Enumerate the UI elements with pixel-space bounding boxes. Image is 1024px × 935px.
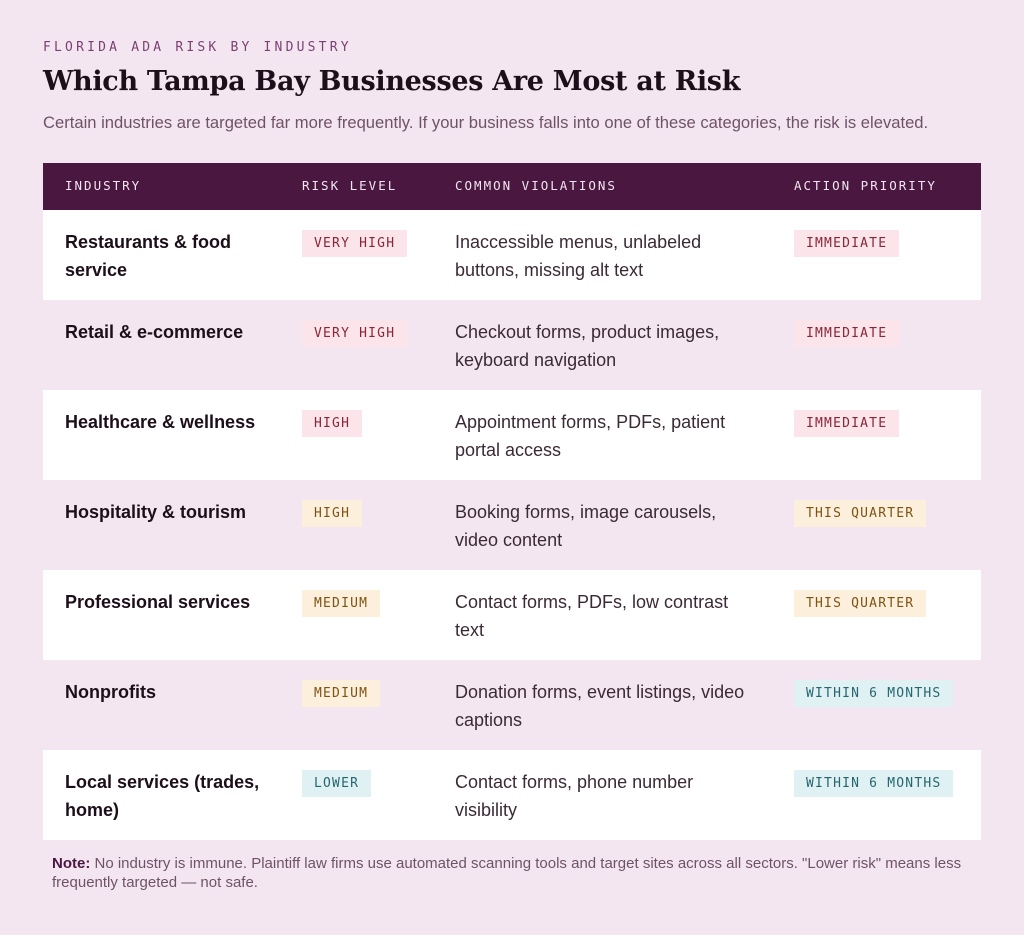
industry-name: Hospitality & tourism bbox=[65, 502, 247, 522]
page-title: Which Tampa Bay Businesses Are Most at R… bbox=[43, 66, 741, 97]
table-row: Local services (trades, home) LOWER Cont… bbox=[43, 750, 981, 840]
action-priority-badge: IMMEDIATE bbox=[794, 320, 900, 347]
header-industry: INDUSTRY bbox=[65, 178, 142, 193]
header-common-violations: COMMON VIOLATIONS bbox=[455, 178, 617, 193]
table-row: Healthcare & wellness HIGH Appointment f… bbox=[43, 390, 981, 480]
industry-name: Professional services bbox=[65, 592, 251, 612]
table-row: Professional services MEDIUM Contact for… bbox=[43, 570, 981, 660]
action-priority-badge: IMMEDIATE bbox=[794, 230, 900, 257]
industry-name: Healthcare & wellness bbox=[65, 412, 256, 432]
note-text: No industry is immune. Plaintiff law fir… bbox=[52, 855, 962, 891]
action-priority-badge: THIS QUARTER bbox=[794, 500, 927, 527]
common-violations: Donation forms, event listings, video ca… bbox=[455, 682, 745, 730]
action-priority-badge: THIS QUARTER bbox=[794, 590, 927, 617]
industry-name: Nonprofits bbox=[65, 682, 156, 702]
common-violations: Contact forms, phone number visibility bbox=[455, 772, 694, 820]
header-action-priority: ACTION PRIORITY bbox=[794, 178, 937, 193]
action-priority-badge: IMMEDIATE bbox=[794, 410, 900, 437]
table-row: Nonprofits MEDIUM Donation forms, event … bbox=[43, 660, 981, 750]
header-risk-level: RISK LEVEL bbox=[302, 178, 398, 193]
common-violations: Contact forms, PDFs, low contrast text bbox=[455, 592, 729, 640]
table-row: Hospitality & tourism HIGH Booking forms… bbox=[43, 480, 981, 570]
table-row: Retail & e-commerce VERY HIGH Checkout f… bbox=[43, 300, 981, 390]
industry-name: Retail & e-commerce bbox=[65, 322, 244, 342]
risk-level-badge: MEDIUM bbox=[302, 680, 381, 707]
industry-risk-table: INDUSTRY RISK LEVEL COMMON VIOLATIONS AC… bbox=[43, 163, 981, 840]
common-violations: Checkout forms, product images, keyboard… bbox=[455, 322, 720, 370]
page-subtitle: Certain industries are targeted far more… bbox=[43, 113, 929, 132]
eyebrow-label: FLORIDA ADA RISK BY INDUSTRY bbox=[43, 40, 352, 55]
action-priority-badge: WITHIN 6 MONTHS bbox=[794, 770, 954, 797]
footnote: Note: No industry is immune. Plaintiff l… bbox=[52, 854, 972, 892]
action-priority-badge: WITHIN 6 MONTHS bbox=[794, 680, 954, 707]
table-row: Restaurants & food service VERY HIGH Ina… bbox=[43, 210, 981, 300]
common-violations: Booking forms, image carousels, video co… bbox=[455, 502, 717, 550]
note-label: Note: bbox=[52, 855, 91, 872]
common-violations: Appointment forms, PDFs, patient portal … bbox=[455, 412, 726, 460]
risk-level-badge: VERY HIGH bbox=[302, 320, 408, 347]
common-violations: Inaccessible menus, unlabeled buttons, m… bbox=[455, 232, 702, 280]
industry-name: Restaurants & food service bbox=[65, 232, 232, 280]
risk-level-badge: HIGH bbox=[302, 410, 363, 437]
risk-level-badge: VERY HIGH bbox=[302, 230, 408, 257]
risk-level-badge: HIGH bbox=[302, 500, 363, 527]
risk-level-badge: LOWER bbox=[302, 770, 372, 797]
risk-level-badge: MEDIUM bbox=[302, 590, 381, 617]
table-header: INDUSTRY RISK LEVEL COMMON VIOLATIONS AC… bbox=[43, 163, 981, 210]
industry-name: Local services (trades, home) bbox=[65, 772, 260, 820]
